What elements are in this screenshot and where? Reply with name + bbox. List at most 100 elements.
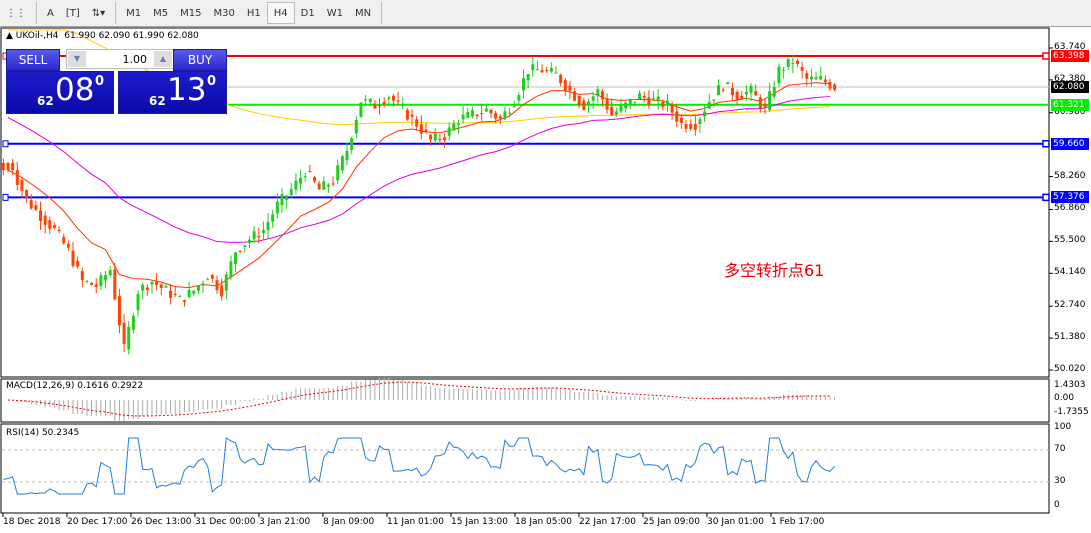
candle-body [470,110,474,117]
candle-body [456,123,460,125]
tf-m1[interactable]: M1 [126,7,142,19]
candle-body [373,103,377,109]
candle-body [247,239,251,243]
candle-body [624,102,628,109]
tf-m30[interactable]: M30 [213,7,235,19]
tf-h1[interactable]: H1 [246,7,261,19]
candle-body [619,105,623,112]
tf-m15[interactable]: M15 [180,7,202,19]
candle-body [508,112,512,114]
price-axis-label: 62.380 [1054,73,1086,84]
tf-d1[interactable]: D1 [300,7,315,19]
lot-input[interactable]: ▼ 1.00 ▲ [66,49,174,69]
candle-body [122,322,126,344]
candle-body [559,74,563,84]
rsi-axis-label: 30 [1054,476,1066,486]
price-level-label: 62.080 [1051,80,1089,93]
candle-body [489,109,493,114]
time-axis-label: 26 Dec 13:00 [131,517,192,527]
lot-decrease-button[interactable]: ▼ [68,51,86,67]
candle-body [34,205,38,210]
candle-body [215,280,219,291]
candle-body [517,95,521,101]
candle-body [707,101,711,109]
candle-body [763,103,767,107]
candle-body [512,106,516,108]
price-axis-label: 55.500 [1054,235,1086,246]
lot-increase-button[interactable]: ▲ [154,51,172,67]
candle-body [99,275,103,286]
time-axis-label: 15 Jan 13:00 [451,517,508,527]
candle-body [452,123,456,131]
candle-body [768,91,772,110]
lot-value: 1.00 [122,53,148,66]
annotation-text[interactable]: 多空转折点61 [724,261,825,280]
level-handle [1042,193,1050,202]
sell-price-main: 08 [55,72,95,108]
candle-body [424,129,428,132]
candle-body [642,95,646,98]
candle-body [573,91,577,101]
candle-body [62,236,66,244]
candle-body [275,201,279,214]
divider [36,2,37,24]
candle-body [159,284,163,288]
candle-body [141,284,145,291]
candle-body [108,270,112,276]
candle-body [220,285,224,297]
candle-body [57,229,61,232]
text-icon[interactable]: A [47,7,54,19]
time-axis-label: 20 Dec 17:00 [67,517,128,527]
candle-body [740,95,744,100]
candle-body [364,99,368,101]
candle-body [684,124,688,129]
text-label-icon[interactable]: [T] [65,7,80,19]
candle-body [726,82,730,85]
candle-body [359,102,363,117]
time-axis-label: 25 Jan 09:00 [643,517,700,527]
candle-body [670,105,674,113]
time-axis-label: 11 Jan 01:00 [387,517,444,527]
time-axis-label: 18 Jan 05:00 [515,517,572,527]
candle-body [6,163,10,171]
candle-body [136,294,140,311]
macd-axis-label: 0.00 [1054,393,1075,403]
tf-mn[interactable]: MN [354,7,372,19]
candle-body [638,93,642,100]
arrows-icon[interactable]: ⇅▾ [91,7,106,19]
macd-label: MACD(12,26,9) 0.1616 0.2922 [6,381,144,391]
grid-icon[interactable]: ⋮⋮ [6,7,26,19]
sell-button[interactable]: SELL [6,49,60,71]
candle-body [66,243,70,248]
candle-body [823,79,827,83]
tf-m5[interactable]: M5 [153,7,169,19]
level-handle [1042,140,1050,148]
candle-body [549,67,553,72]
buy-price-main: 13 [167,72,207,108]
candle-body [85,281,89,283]
candle-body [661,102,665,107]
candle-body [419,124,423,134]
candle-body [628,99,632,106]
buy-price[interactable]: 62 13 0 [118,71,227,114]
candle-body [350,138,354,150]
price-axis-label: 52.740 [1054,300,1086,311]
buy-button[interactable]: BUY [173,49,227,71]
candle-body [772,87,776,97]
rsi-axis-label: 70 [1054,444,1066,454]
candle-body [721,89,725,91]
candle-body [252,231,256,240]
sell-price[interactable]: 62 08 0 [6,71,114,114]
candle-body [382,102,386,105]
symbol-info: ▲ UKOil-,H4 61.990 62.090 61.990 62.080 [6,31,199,41]
candle-body [582,100,586,110]
tf-h4[interactable]: H4 [266,2,295,24]
candle-body [554,72,558,74]
candle-body [20,180,24,192]
rsi-axis-label: 100 [1054,422,1072,432]
candle-body [391,95,395,101]
candle-body [438,138,442,140]
price-axis-label: 63.740 [1054,42,1086,52]
tf-w1[interactable]: W1 [326,7,343,19]
